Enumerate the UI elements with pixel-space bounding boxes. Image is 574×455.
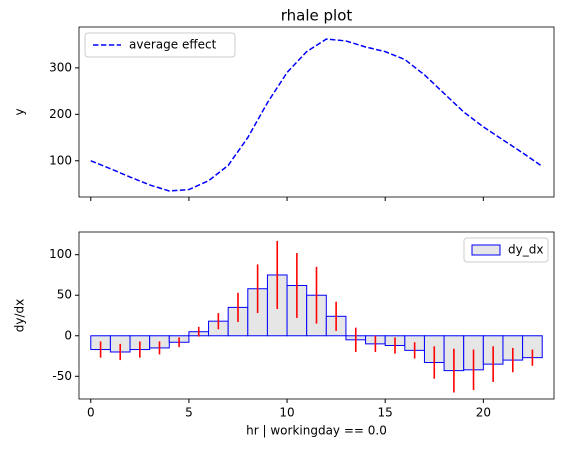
axes-frame (78, 231, 555, 400)
legend-swatch (471, 244, 501, 256)
legend-label: average effect (129, 38, 217, 52)
legend-label: dy_dx (508, 243, 543, 257)
y-tick-label: 200 (49, 107, 72, 121)
axes-frame (78, 26, 555, 198)
y-tick-label: 100 (49, 247, 72, 261)
x-tick-label: 5 (185, 406, 193, 420)
y-tick-label: 50 (57, 288, 72, 302)
y-tick-label: -50 (52, 369, 72, 383)
y-tick-label: 100 (49, 153, 72, 167)
x-tick-label: 20 (476, 406, 491, 420)
x-tick-label: 0 (87, 406, 95, 420)
y-axis-label: y (13, 108, 27, 115)
legend-box (463, 237, 549, 263)
chart-title: rhale plot (281, 7, 353, 25)
y-tick-label: 0 (64, 328, 72, 342)
x-axis-label: hr | workingday == 0.0 (246, 424, 387, 438)
x-tick-label: 15 (378, 406, 393, 420)
line (90, 38, 543, 192)
y-axis-label: dy/dx (13, 299, 27, 332)
legend-box (84, 32, 236, 58)
y-tick-label: 300 (49, 60, 72, 74)
x-tick-label: 10 (279, 406, 294, 420)
